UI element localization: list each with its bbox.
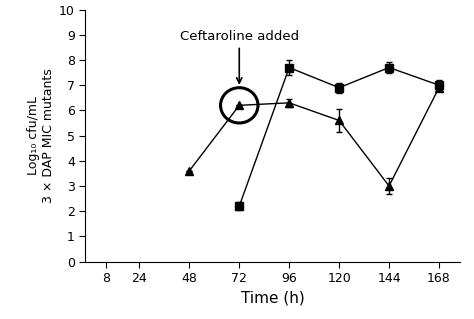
- Text: Ceftaroline added: Ceftaroline added: [180, 30, 299, 83]
- Y-axis label: Log₁₀ cfu/mL
3 × DAP MIC mutants: Log₁₀ cfu/mL 3 × DAP MIC mutants: [27, 68, 55, 203]
- X-axis label: Time (h): Time (h): [241, 291, 304, 306]
